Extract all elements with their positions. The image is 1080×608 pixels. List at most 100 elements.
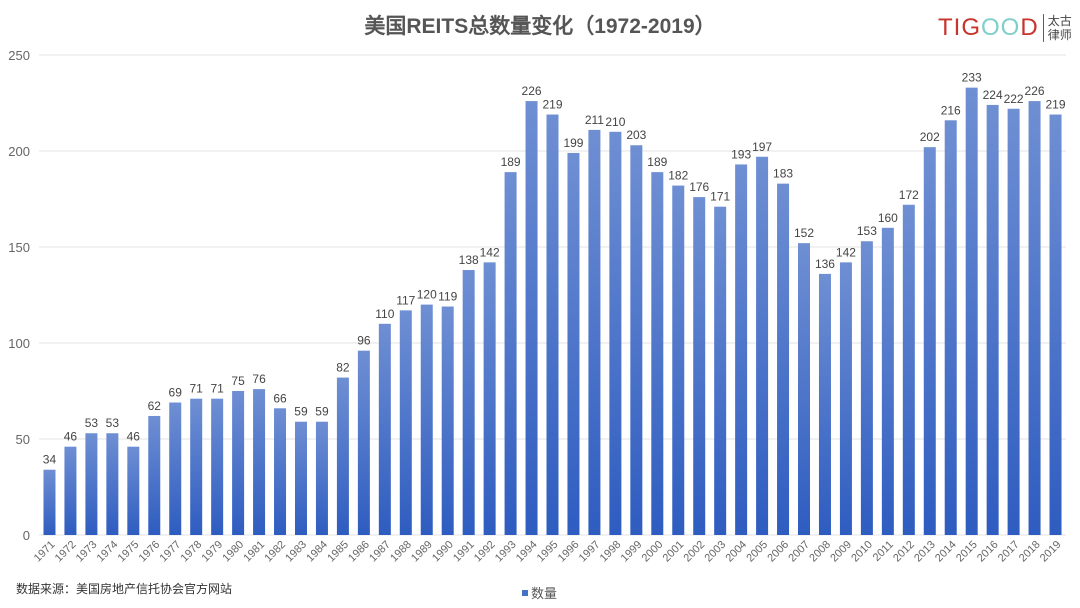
bar [798, 243, 811, 535]
bar [1049, 114, 1062, 536]
data-label: 53 [85, 416, 99, 430]
bar [483, 262, 496, 535]
bar [881, 227, 894, 536]
data-label: 71 [190, 382, 204, 396]
logo-chinese: 太古 律师 [1047, 14, 1072, 42]
x-tick-label: 1971 [32, 539, 58, 565]
bar [944, 120, 957, 535]
x-tick-label: 2008 [807, 539, 833, 565]
x-tick-label: 1989 [409, 539, 435, 565]
x-tick-label: 1974 [95, 539, 121, 565]
data-label: 233 [962, 71, 982, 85]
y-tick-label: 200 [8, 144, 30, 159]
x-tick-label: 2005 [744, 539, 770, 565]
x-tick-label: 1983 [283, 539, 309, 565]
bar [588, 129, 601, 535]
x-tick-label: 1995 [535, 539, 561, 565]
x-tick-label: 1996 [556, 539, 582, 565]
x-tick-label: 2009 [828, 539, 854, 565]
bar [504, 172, 517, 535]
bar [609, 131, 622, 536]
data-label: 117 [396, 293, 415, 307]
bar [420, 304, 433, 535]
y-tick-label: 0 [23, 528, 30, 543]
data-label: 120 [417, 288, 437, 302]
data-label: 46 [127, 430, 141, 444]
data-label: 219 [1046, 98, 1066, 112]
data-label: 76 [252, 372, 266, 386]
bar [148, 415, 161, 535]
x-tick-label: 1979 [199, 539, 225, 565]
x-tick-label: 1988 [388, 539, 414, 565]
x-tick-label: 2016 [975, 539, 1001, 565]
data-label: 138 [459, 253, 479, 267]
x-tick-label: 1973 [74, 539, 100, 565]
data-label: 224 [983, 88, 1003, 102]
x-tick-label: 2007 [786, 539, 812, 565]
data-label: 75 [231, 374, 245, 388]
bar [756, 156, 769, 535]
data-label: 210 [605, 115, 625, 129]
chart-title: 美国REITS总数量变化（1972-2019） [364, 15, 716, 38]
data-label: 189 [501, 155, 521, 169]
data-label: 211 [585, 113, 604, 127]
data-label: 172 [899, 188, 919, 202]
bar [190, 398, 203, 535]
x-tick-label: 1984 [304, 539, 330, 565]
bar [378, 323, 391, 535]
bar [630, 145, 643, 536]
data-label: 153 [857, 224, 877, 238]
data-label: 59 [294, 405, 308, 419]
data-label: 53 [106, 416, 120, 430]
bar [777, 183, 790, 535]
x-tick-label: 1982 [262, 539, 288, 565]
bar [923, 147, 936, 535]
data-label: 142 [836, 245, 856, 259]
bar [693, 197, 706, 535]
bar [546, 114, 559, 536]
x-tick-label: 2004 [723, 539, 749, 565]
x-tick-label: 2018 [1017, 539, 1043, 565]
bar [714, 206, 727, 535]
data-label: 222 [1004, 92, 1024, 106]
x-tick-label: 1994 [514, 539, 540, 565]
x-tick-label: 2014 [933, 539, 959, 565]
bar [127, 446, 140, 535]
bar [294, 421, 307, 535]
data-label: 59 [315, 405, 329, 419]
x-tick-label: 1992 [472, 539, 498, 565]
data-label: 189 [647, 155, 667, 169]
x-tick-label: 2015 [954, 539, 980, 565]
x-tick-label: 2002 [682, 539, 708, 565]
x-tick-label: 2019 [1038, 539, 1064, 565]
data-label: 202 [920, 130, 940, 144]
data-label: 119 [438, 290, 457, 304]
bar [64, 446, 77, 535]
bar [1007, 108, 1020, 535]
x-tick-label: 1990 [430, 539, 456, 565]
data-label: 171 [710, 190, 730, 204]
x-tick-label: 1991 [451, 539, 477, 565]
x-tick-label: 1972 [53, 539, 79, 565]
bar [965, 87, 978, 535]
data-label: 82 [336, 361, 350, 375]
x-tick-label: 1978 [179, 539, 205, 565]
x-tick-label: 1980 [220, 539, 246, 565]
x-tick-label: 2013 [912, 539, 938, 565]
data-label: 197 [752, 140, 772, 154]
legend-label: 数量 [531, 586, 558, 601]
x-tick-label: 2010 [849, 539, 875, 565]
bar [315, 421, 328, 535]
bar [43, 469, 56, 535]
data-label: 160 [878, 211, 898, 225]
y-tick-label: 50 [16, 432, 30, 447]
data-label: 216 [941, 103, 961, 117]
y-tick-label: 100 [8, 336, 30, 351]
data-label: 176 [689, 180, 709, 194]
bar [1028, 101, 1041, 535]
x-tick-label: 2006 [765, 539, 791, 565]
data-label: 199 [563, 136, 583, 150]
bar [860, 241, 873, 536]
